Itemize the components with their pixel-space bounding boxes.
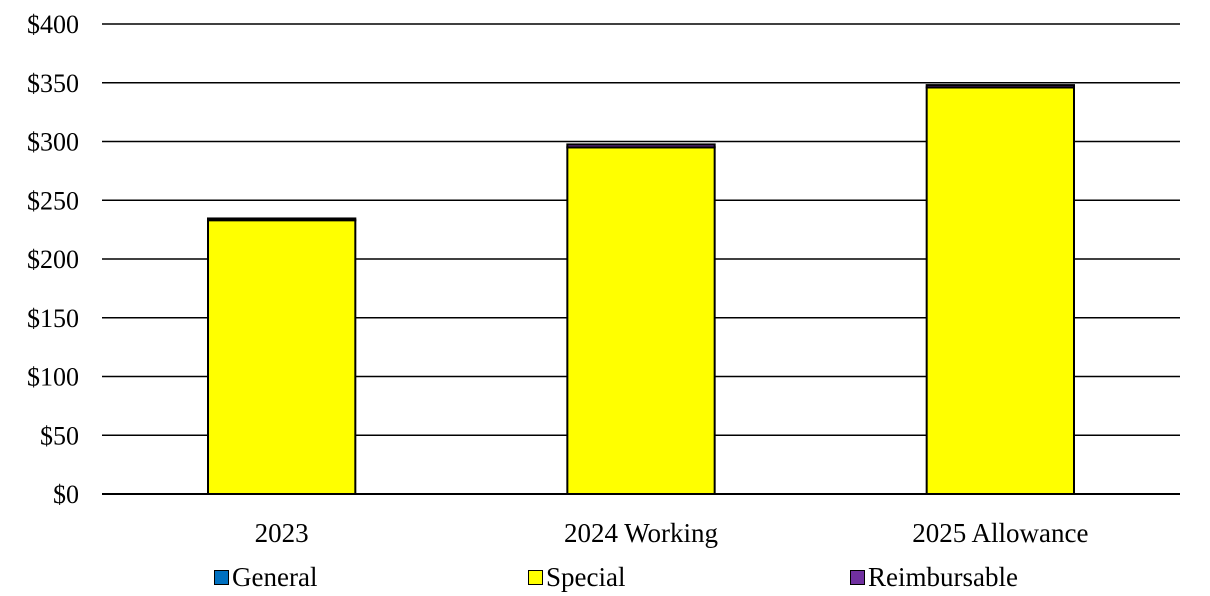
y-tick-label: $350	[27, 69, 79, 98]
bars	[207, 84, 1075, 495]
bar-special-2	[925, 86, 1075, 495]
bar-chart: $0$50$100$150$200$250$300$350$400 2023 20…	[27, 10, 1180, 548]
y-tick-label: $250	[27, 186, 79, 215]
y-axis-tick-labels: $0 $50 $100 $150 $200 $250 $300 $350 $400	[27, 10, 79, 509]
x-axis-category-labels: 2023 2024 Working 2025 Allowance	[255, 518, 1089, 548]
y-tick-label: $100	[27, 363, 79, 392]
bar-reimbursable-0	[207, 217, 357, 222]
y-tick-label: $200	[27, 245, 79, 274]
x-category-label: 2024 Working	[564, 518, 718, 548]
legend-item-reimbursable: Reimbursable	[850, 562, 1018, 593]
legend: General Special Reimbursable	[0, 562, 1210, 596]
y-tick-label: $150	[27, 304, 79, 333]
legend-swatch-special	[528, 570, 543, 585]
legend-label-reimbursable: Reimbursable	[868, 562, 1018, 592]
legend-label-general: General	[232, 562, 318, 592]
x-category-label: 2023	[255, 518, 309, 548]
x-category-label: 2025 Allowance	[912, 518, 1088, 548]
bar-reimbursable-1	[566, 143, 716, 149]
legend-swatch-general	[214, 570, 229, 585]
y-tick-label: $50	[40, 421, 79, 450]
legend-swatch-reimbursable	[850, 570, 865, 585]
legend-item-general: General	[214, 562, 317, 593]
bar-reimbursable-2	[925, 84, 1075, 89]
legend-item-special: Special	[528, 562, 625, 593]
y-tick-label: $300	[27, 128, 79, 157]
bar-special-0	[207, 219, 357, 495]
y-tick-label: $0	[53, 480, 79, 509]
legend-label-special: Special	[546, 562, 626, 592]
y-tick-label: $400	[27, 10, 79, 39]
bar-special-1	[566, 146, 716, 495]
